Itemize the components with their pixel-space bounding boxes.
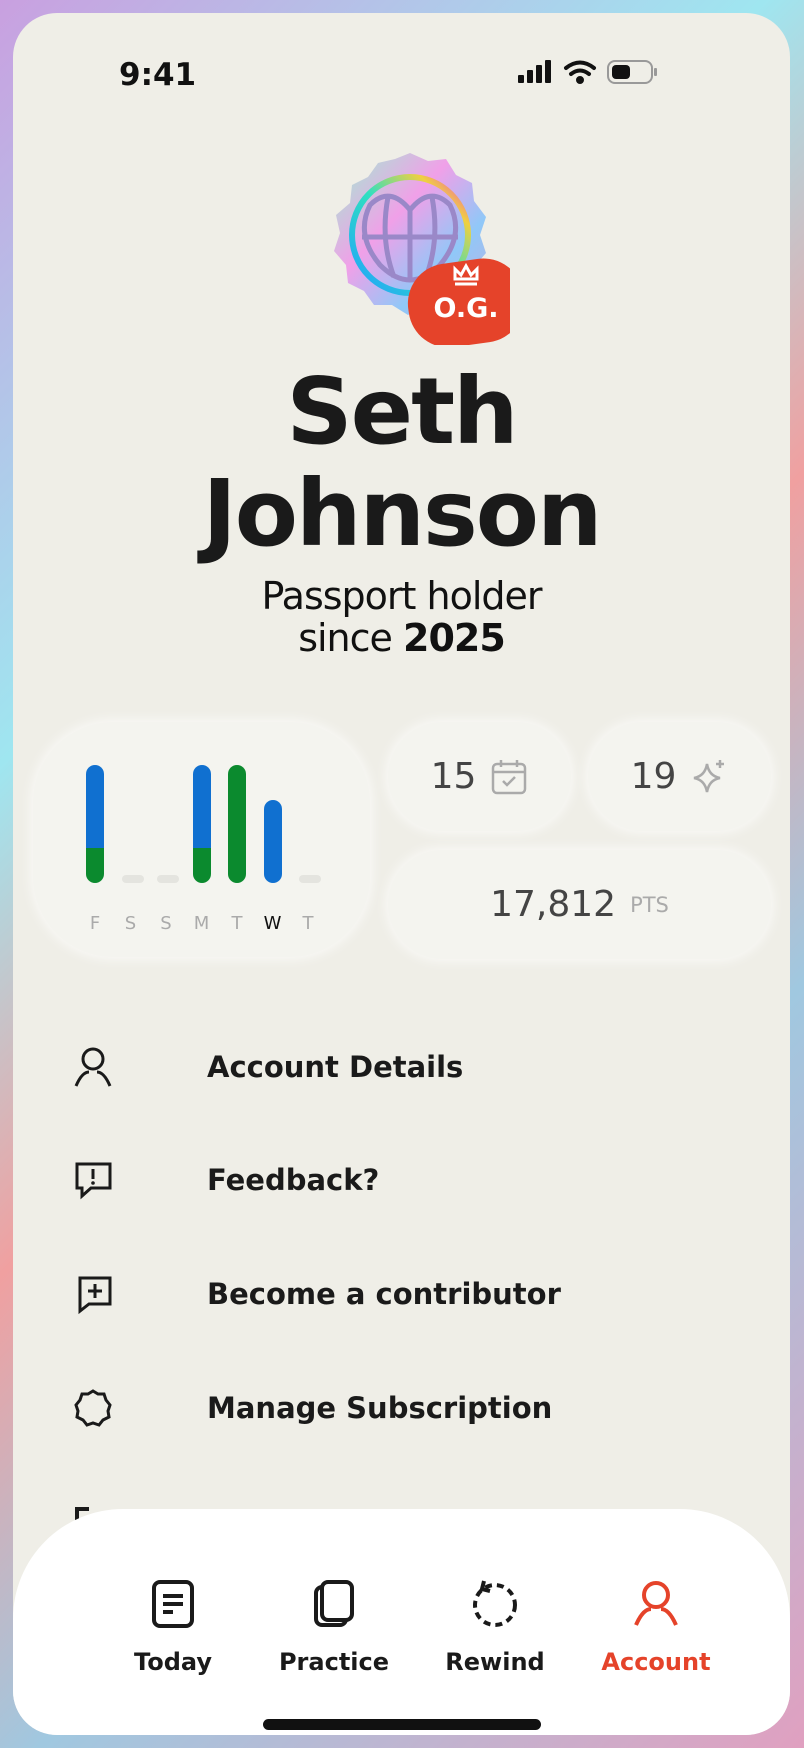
day-label: F	[89, 913, 101, 934]
message-plus-icon	[78, 1276, 112, 1315]
bar-segment	[86, 765, 104, 848]
chart-bar-3	[192, 765, 211, 883]
tab-account[interactable]: Account	[586, 1579, 726, 1676]
user-icon	[634, 1581, 678, 1626]
user-name: Seth Johnson	[13, 361, 790, 565]
sparkle-icon	[694, 759, 725, 792]
points-value: 17,812	[490, 884, 617, 925]
day-label: T	[231, 913, 243, 934]
crown-icon	[453, 262, 479, 286]
tab-bar: Today Practice Rewind Account	[13, 1509, 790, 1735]
streak-card[interactable]: 15	[388, 722, 571, 831]
bar-segment	[86, 847, 104, 883]
since-word: since	[298, 616, 393, 660]
sparkles-card[interactable]: 19	[588, 722, 771, 831]
status-icons	[518, 60, 657, 84]
points-card[interactable]: 17,812 PTS	[388, 850, 771, 959]
last-name: Johnson	[202, 460, 603, 567]
signal-icon	[518, 60, 551, 83]
menu-item-label: Manage Subscription	[207, 1391, 553, 1425]
tab-label: Account	[601, 1648, 711, 1676]
bar-segment	[228, 765, 246, 883]
since-prefix: Passport holder	[261, 574, 542, 618]
menu-item-account-details[interactable]: Account Details	[73, 1037, 463, 1097]
member-since: Passport holder since 2025	[13, 575, 790, 659]
tab-label: Rewind	[445, 1648, 545, 1676]
menu-item-feedback[interactable]: Feedback?	[73, 1150, 379, 1210]
calendar-check-icon	[492, 759, 527, 794]
day-label: S	[124, 913, 137, 934]
chart-bar-2	[157, 875, 179, 883]
rewind-icon	[473, 1580, 517, 1627]
day-label: S	[160, 913, 172, 934]
user-icon	[74, 1047, 112, 1087]
og-badge: O.G.	[407, 258, 510, 345]
chart-bar-0	[86, 765, 104, 883]
bar-segment	[263, 800, 282, 883]
menu-item-label: Feedback?	[207, 1163, 380, 1197]
sparkles-value: 19	[630, 756, 677, 797]
document-icon	[152, 1580, 194, 1628]
tab-today[interactable]: Today	[103, 1579, 243, 1676]
badge-icon	[74, 1389, 112, 1427]
wifi-icon	[564, 60, 596, 84]
bar-segment	[192, 847, 211, 883]
menu-item-label: Account Details	[207, 1050, 464, 1084]
since-year: 2025	[403, 616, 506, 660]
tab-practice[interactable]: Practice	[264, 1579, 404, 1676]
menu-item-label: Become a contributor	[207, 1277, 561, 1311]
tab-rewind[interactable]: Rewind	[425, 1579, 565, 1676]
feedback-icon	[75, 1162, 112, 1200]
menu-item-become-a-contributor[interactable]: Become a contributor	[73, 1264, 561, 1324]
chart-bar-1	[121, 875, 144, 883]
cards-icon	[314, 1580, 354, 1627]
day-label: M	[193, 913, 210, 934]
bar-segment	[192, 765, 211, 848]
first-name: Seth	[286, 358, 518, 465]
battery-icon	[607, 60, 657, 84]
home-indicator[interactable]	[263, 1719, 541, 1730]
day-label: W	[263, 913, 282, 934]
passport-badge: O.G.	[334, 153, 510, 345]
streak-value: 15	[430, 756, 477, 797]
tab-label: Today	[134, 1648, 212, 1676]
tab-label: Practice	[278, 1648, 390, 1676]
chart-bar-6	[299, 875, 321, 883]
og-label: O.G.	[433, 293, 498, 324]
points-unit: PTS	[630, 892, 669, 917]
status-time: 9:41	[119, 57, 197, 93]
chart-bar-4	[228, 765, 246, 883]
menu-item-manage-subscription[interactable]: Manage Subscription	[73, 1378, 552, 1438]
day-label: T	[302, 913, 314, 934]
screen: 9:41 O.G. Seth Johnson Passport holder sin…	[13, 13, 790, 1735]
chart-bar-5	[263, 800, 282, 883]
